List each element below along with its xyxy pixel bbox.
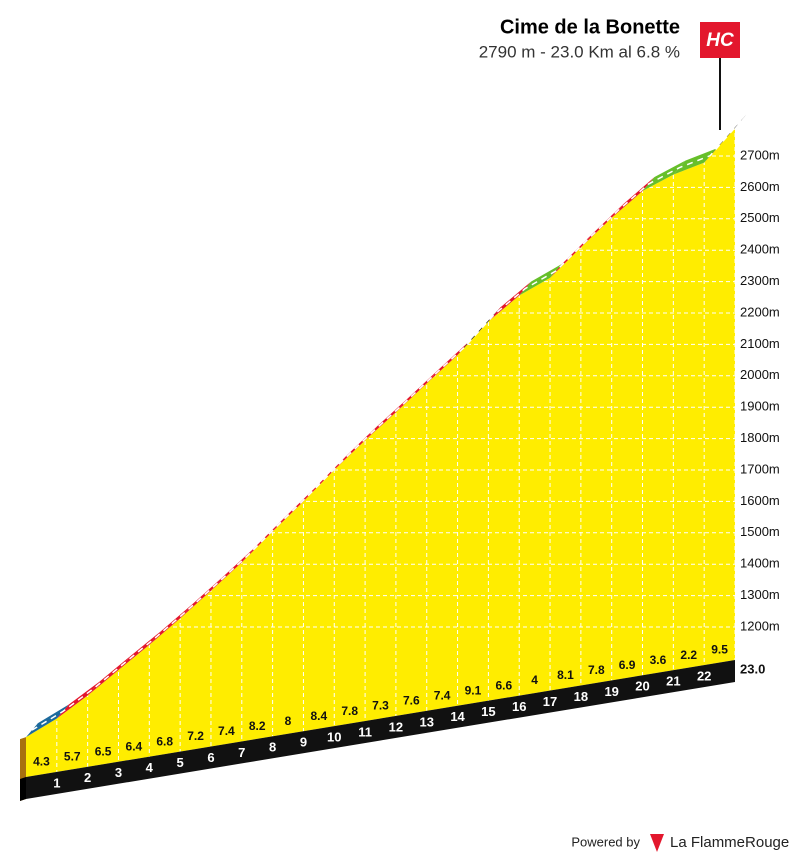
x-tick-label: 14: [450, 709, 465, 724]
y-tick-label: 2500m: [740, 210, 780, 225]
y-tick-label: 1200m: [740, 618, 780, 633]
y-tick-label: 1300m: [740, 587, 780, 602]
y-tick-label: 1800m: [740, 430, 780, 445]
x-end-label: 23.0: [740, 661, 765, 676]
x-tick-label: 22: [697, 669, 711, 684]
y-tick-label: 1600m: [740, 493, 780, 508]
road-segment: [26, 704, 69, 738]
category-label: HC: [706, 30, 734, 51]
x-tick-label: 15: [481, 704, 495, 719]
gradient-label: 6.6: [495, 678, 512, 692]
y-tick-label: 1500m: [740, 524, 780, 539]
y-tick-label: 2700m: [740, 147, 780, 162]
gradient-label: 7.2: [187, 729, 204, 743]
x-tick-label: 19: [604, 684, 618, 699]
road-segment: [519, 263, 563, 296]
gradient-label: 6.5: [95, 744, 112, 758]
x-tick-label: 20: [635, 679, 649, 694]
profile-area: [26, 127, 735, 777]
x-tick-label: 9: [300, 735, 307, 750]
chart-subtitle: 2790 m - 23.0 Km al 6.8 %: [479, 42, 680, 61]
gradient-label: 6.8: [156, 734, 173, 748]
x-tick-label: 17: [543, 694, 557, 709]
gradient-label: 8.1: [557, 668, 574, 682]
x-tick-label: 12: [389, 719, 403, 734]
x-tick-label: 18: [574, 689, 588, 704]
hc-flag: [700, 22, 740, 58]
y-tick-label: 1400m: [740, 556, 780, 571]
logo-icon: [650, 834, 664, 852]
x-tick-label: 11: [358, 724, 372, 739]
profile: 1200m 1300m 1400m 1500m 1600m 1700m 1800m 1900m…: [20, 113, 780, 801]
y-tick-label: 1900m: [740, 399, 780, 414]
road-segment: [673, 148, 717, 175]
x-tick-label: 8: [269, 740, 276, 755]
x-tick-label: 16: [512, 699, 526, 714]
y-tick-label: 2100m: [740, 336, 780, 351]
brand: La FlammeRouge: [670, 834, 789, 851]
base-side: [20, 776, 26, 801]
x-tick-label: 10: [327, 730, 341, 745]
gradient-label: 7.4: [218, 724, 235, 738]
gradient-label: 7.8: [588, 663, 605, 677]
gradient-label: 7.4: [434, 688, 451, 702]
x-tick-label: 21: [666, 674, 680, 689]
gradient-label: 2.2: [680, 648, 697, 662]
x-tick-label: 5: [177, 755, 184, 770]
gradient-label: 6.9: [619, 658, 636, 672]
gradient-label: 6.4: [126, 739, 143, 753]
y-tick-label: 1700m: [740, 461, 780, 476]
gradient-label: 5.7: [64, 750, 81, 764]
y-tick-label: 2200m: [740, 304, 780, 319]
x-tick-label: 1: [53, 775, 60, 790]
x-tick-label: 4: [146, 760, 154, 775]
gradient-label: 7.8: [341, 704, 358, 718]
gradient-label: 4: [531, 673, 538, 687]
powered-by: Powered by: [571, 834, 640, 849]
gradient-label: 3.6: [650, 653, 667, 667]
y-tick-label: 2400m: [740, 242, 780, 257]
gradient-label: 4.3: [33, 755, 50, 769]
road-segment: [87, 656, 131, 696]
y-tick-label: 2000m: [740, 367, 780, 382]
gradient-label: 7.6: [403, 694, 420, 708]
road-segment: [642, 160, 686, 192]
chart-title: Cime de la Bonette: [500, 16, 680, 38]
gradient-label: 8.2: [249, 719, 266, 733]
base-strip: [26, 660, 735, 799]
gradient-label: 7.3: [372, 699, 389, 713]
gradient-label: 9.5: [711, 643, 728, 657]
gradient-label: 8: [285, 714, 292, 728]
x-tick-label: 7: [238, 745, 245, 760]
gradient-label: 8.4: [311, 709, 328, 723]
x-tick-label: 13: [420, 714, 434, 729]
x-tick-label: 6: [207, 750, 214, 765]
road-centerline: [31, 120, 742, 731]
x-tick-label: 3: [115, 765, 122, 780]
y-tick-label: 2600m: [740, 179, 780, 194]
y-tick-label: 2300m: [740, 273, 780, 288]
x-tick-label: 2: [84, 770, 91, 785]
gradient-label: 9.1: [465, 683, 482, 697]
